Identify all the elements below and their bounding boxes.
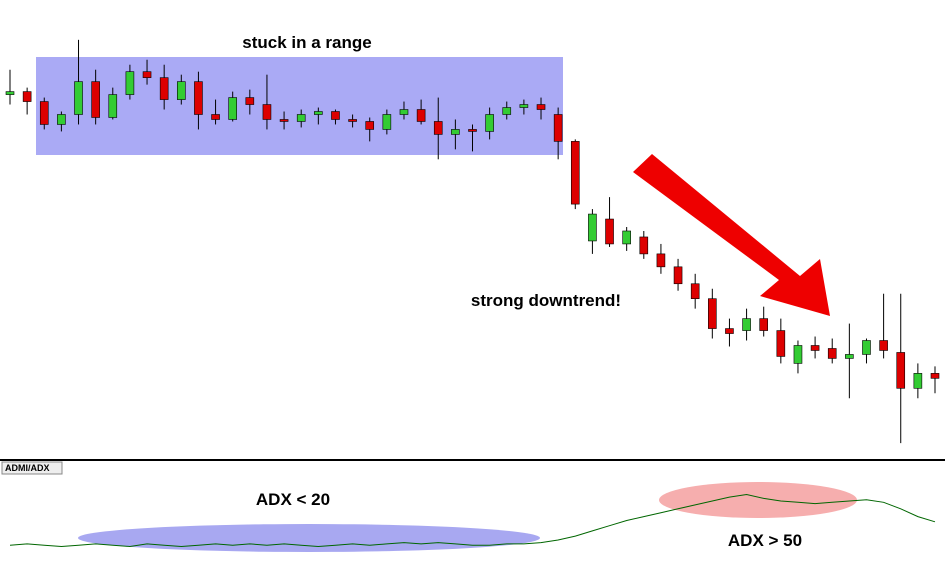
candle-body (314, 111, 323, 115)
candle-body (228, 97, 237, 120)
candle-body (382, 114, 392, 130)
annotation: ADX > 50 (728, 531, 802, 550)
candle-body (896, 352, 906, 389)
candle-body (639, 236, 649, 255)
candle-body (176, 81, 186, 100)
candle-body (656, 253, 666, 268)
candle-body (159, 77, 169, 100)
candle-body (39, 101, 49, 125)
adx-panel (9, 493, 936, 548)
high-adx-highlight (659, 482, 857, 518)
candle-body (553, 114, 563, 142)
candle-body (536, 104, 546, 110)
candle-body (810, 345, 820, 351)
candle-body (793, 345, 803, 364)
annotation: strong downtrend! (471, 291, 621, 310)
candle-body (245, 97, 255, 105)
candle-body (5, 91, 15, 95)
candle-body (22, 91, 32, 102)
candle-body (296, 114, 306, 122)
candle-body (776, 330, 786, 357)
candle-body (433, 121, 443, 135)
candle-body (845, 354, 854, 359)
candle-body (519, 104, 529, 108)
candle-body (468, 129, 477, 132)
candle-body (827, 348, 837, 359)
candle-body (211, 114, 220, 120)
candle-body (142, 71, 152, 78)
candle-body (485, 114, 494, 132)
candle-body (262, 104, 272, 120)
candle-body (742, 318, 751, 331)
candle-body (348, 119, 357, 122)
trend-arrow (633, 154, 830, 316)
candle-body (74, 81, 83, 115)
candle-body (502, 107, 512, 115)
candle-body (399, 109, 409, 115)
candle-body (451, 129, 460, 135)
candle-body (279, 119, 289, 122)
candle-body (725, 328, 734, 334)
annotation: stuck in a range (242, 33, 371, 52)
candle-body (194, 81, 203, 115)
candle-body (930, 373, 940, 379)
candle-body (416, 109, 426, 122)
candle-body (673, 266, 683, 285)
candle-body (331, 111, 340, 120)
candle-body (588, 213, 597, 242)
candle-body (125, 71, 135, 95)
candle-body (108, 94, 118, 118)
indicator-label-box (1, 461, 63, 475)
candle-body (605, 218, 614, 245)
indicator-label: ADMI/ADX (5, 463, 50, 473)
candle-body (913, 373, 923, 389)
range-highlight (36, 57, 563, 155)
candle-body (862, 340, 871, 355)
candle-body (879, 340, 888, 351)
candle-body (365, 121, 375, 130)
candle-body (708, 298, 717, 329)
candle-body (91, 81, 100, 118)
annotation: ADX < 20 (256, 490, 330, 509)
candle-body (570, 141, 580, 205)
candle-body (690, 283, 700, 299)
adx-line (9, 493, 936, 548)
candle-body (759, 318, 769, 331)
candles (5, 39, 940, 444)
candle-body (57, 114, 66, 125)
low-adx-highlight (78, 524, 540, 552)
candle-body (622, 230, 631, 245)
